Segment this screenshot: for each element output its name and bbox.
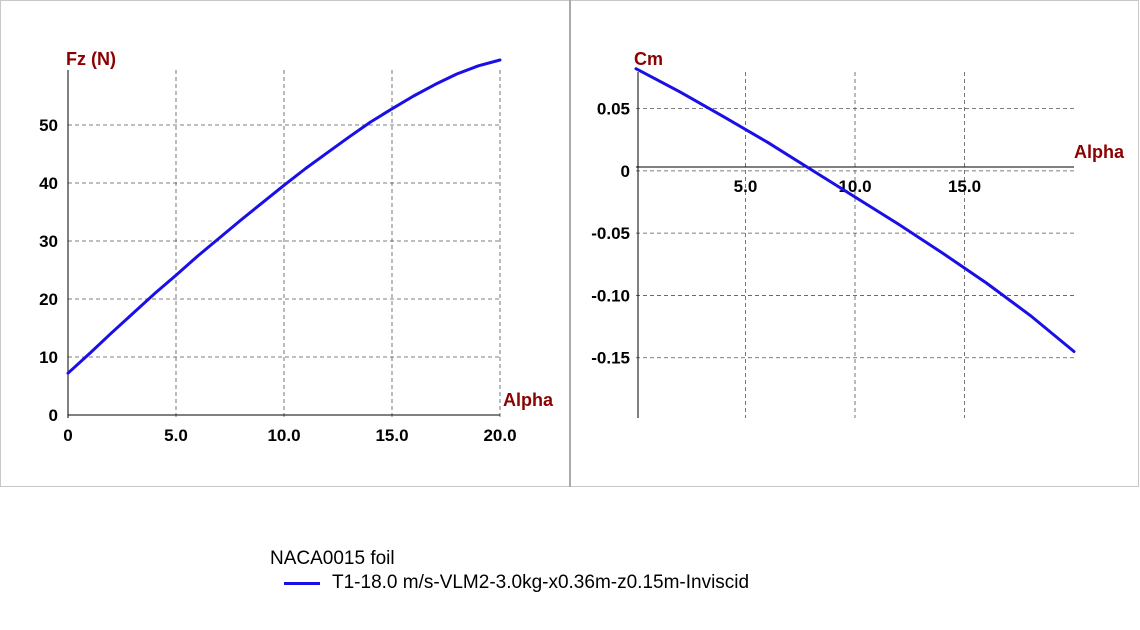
cm-data-point [898, 223, 900, 226]
fz-data-point [369, 121, 372, 123]
cm-x-tick-label: 10.0 [838, 177, 871, 196]
fz-x-axis-title: Alpha [503, 390, 554, 410]
fz-y-tick-label: 30 [39, 232, 58, 251]
cm-data-point [810, 168, 812, 171]
cm-x-tick-label: 5.0 [734, 177, 758, 196]
legend-series-label: T1-18.0 m/s-VLM2-3.0kg-x0.36m-z0.15m-Inv… [332, 572, 750, 593]
fz-data-point [196, 255, 199, 257]
fz-data-point [261, 201, 264, 204]
cm-x-axis-title: Alpha [1074, 142, 1125, 162]
cm-data-point [722, 115, 725, 118]
fz-data-point [88, 352, 91, 355]
cm-y-tick-label: -0.10 [591, 286, 630, 305]
fz-x-tick-label: 5.0 [164, 426, 188, 445]
cm-y-axis-title: Cm [634, 49, 663, 69]
cm-data-point [679, 90, 681, 93]
cm-x-tick-label: 15.0 [948, 177, 981, 196]
cm-y-tick-label: 0.05 [597, 100, 630, 119]
fz-data-point [283, 184, 285, 187]
fz-y-tick-label: 50 [39, 116, 58, 135]
cm-y-tick-label: -0.05 [591, 224, 630, 243]
cm-y-tick-label: 0 [621, 162, 630, 181]
fz-data-point [132, 312, 134, 315]
fz-y-axis-title: Fz (N) [66, 49, 116, 69]
fz-data-point [434, 83, 437, 86]
fz-data-point [175, 274, 177, 277]
fz-data-point [218, 237, 220, 239]
fz-data-point [304, 167, 307, 170]
fz-data-point [153, 292, 156, 295]
cm-data-point [941, 252, 944, 254]
legend: NACA0015 foil T1-18.0 m/s-VLM2-3.0kg-x0.… [270, 548, 749, 594]
cm-data-point [766, 141, 769, 144]
fz-data-point [499, 59, 501, 61]
fz-x-tick-label: 15.0 [375, 426, 408, 445]
cm-chart: 5.0 10.0 15.0 0.05 0 -0.05 -0.10 -0.15 Cm Alpha [591, 49, 1125, 418]
fz-data-point [412, 95, 415, 97]
fz-x-tick-label: 20.0 [483, 426, 516, 445]
cm-data-point [1029, 314, 1031, 317]
fz-x-tick-label: 0 [63, 426, 72, 445]
right-panel-frame [570, 0, 1139, 487]
cm-data-point [1073, 350, 1075, 353]
fz-data-point [240, 219, 242, 221]
fz-x-tick-label: 10.0 [267, 426, 300, 445]
fz-chart: 0 5.0 10.0 15.0 20.0 0 10 20 30 40 50 Fz (N) Alpha [39, 49, 554, 445]
fz-data-point [326, 152, 329, 154]
cm-data-point [635, 67, 637, 70]
cm-data-point [985, 282, 988, 284]
fz-y-tick-label: 20 [39, 290, 58, 309]
fz-y-tick-label: 40 [39, 174, 58, 193]
legend-title: NACA0015 foil [270, 548, 395, 569]
legend-line-swatch [284, 581, 320, 585]
fz-data-point [110, 332, 112, 335]
fz-data-point [67, 372, 69, 375]
fz-data-point [477, 65, 480, 67]
cm-data-point [854, 196, 856, 198]
fz-y-tick-label: 0 [49, 406, 58, 425]
fz-data-point [456, 73, 458, 75]
left-panel-frame [0, 0, 570, 487]
fz-data-point [391, 107, 393, 110]
legend-entry: T1-18.0 m/s-VLM2-3.0kg-x0.36m-z0.15m-Inv… [270, 572, 749, 594]
fz-y-tick-label: 10 [39, 348, 58, 367]
cm-y-tick-label: -0.15 [591, 349, 630, 368]
fz-data-point [348, 136, 350, 138]
